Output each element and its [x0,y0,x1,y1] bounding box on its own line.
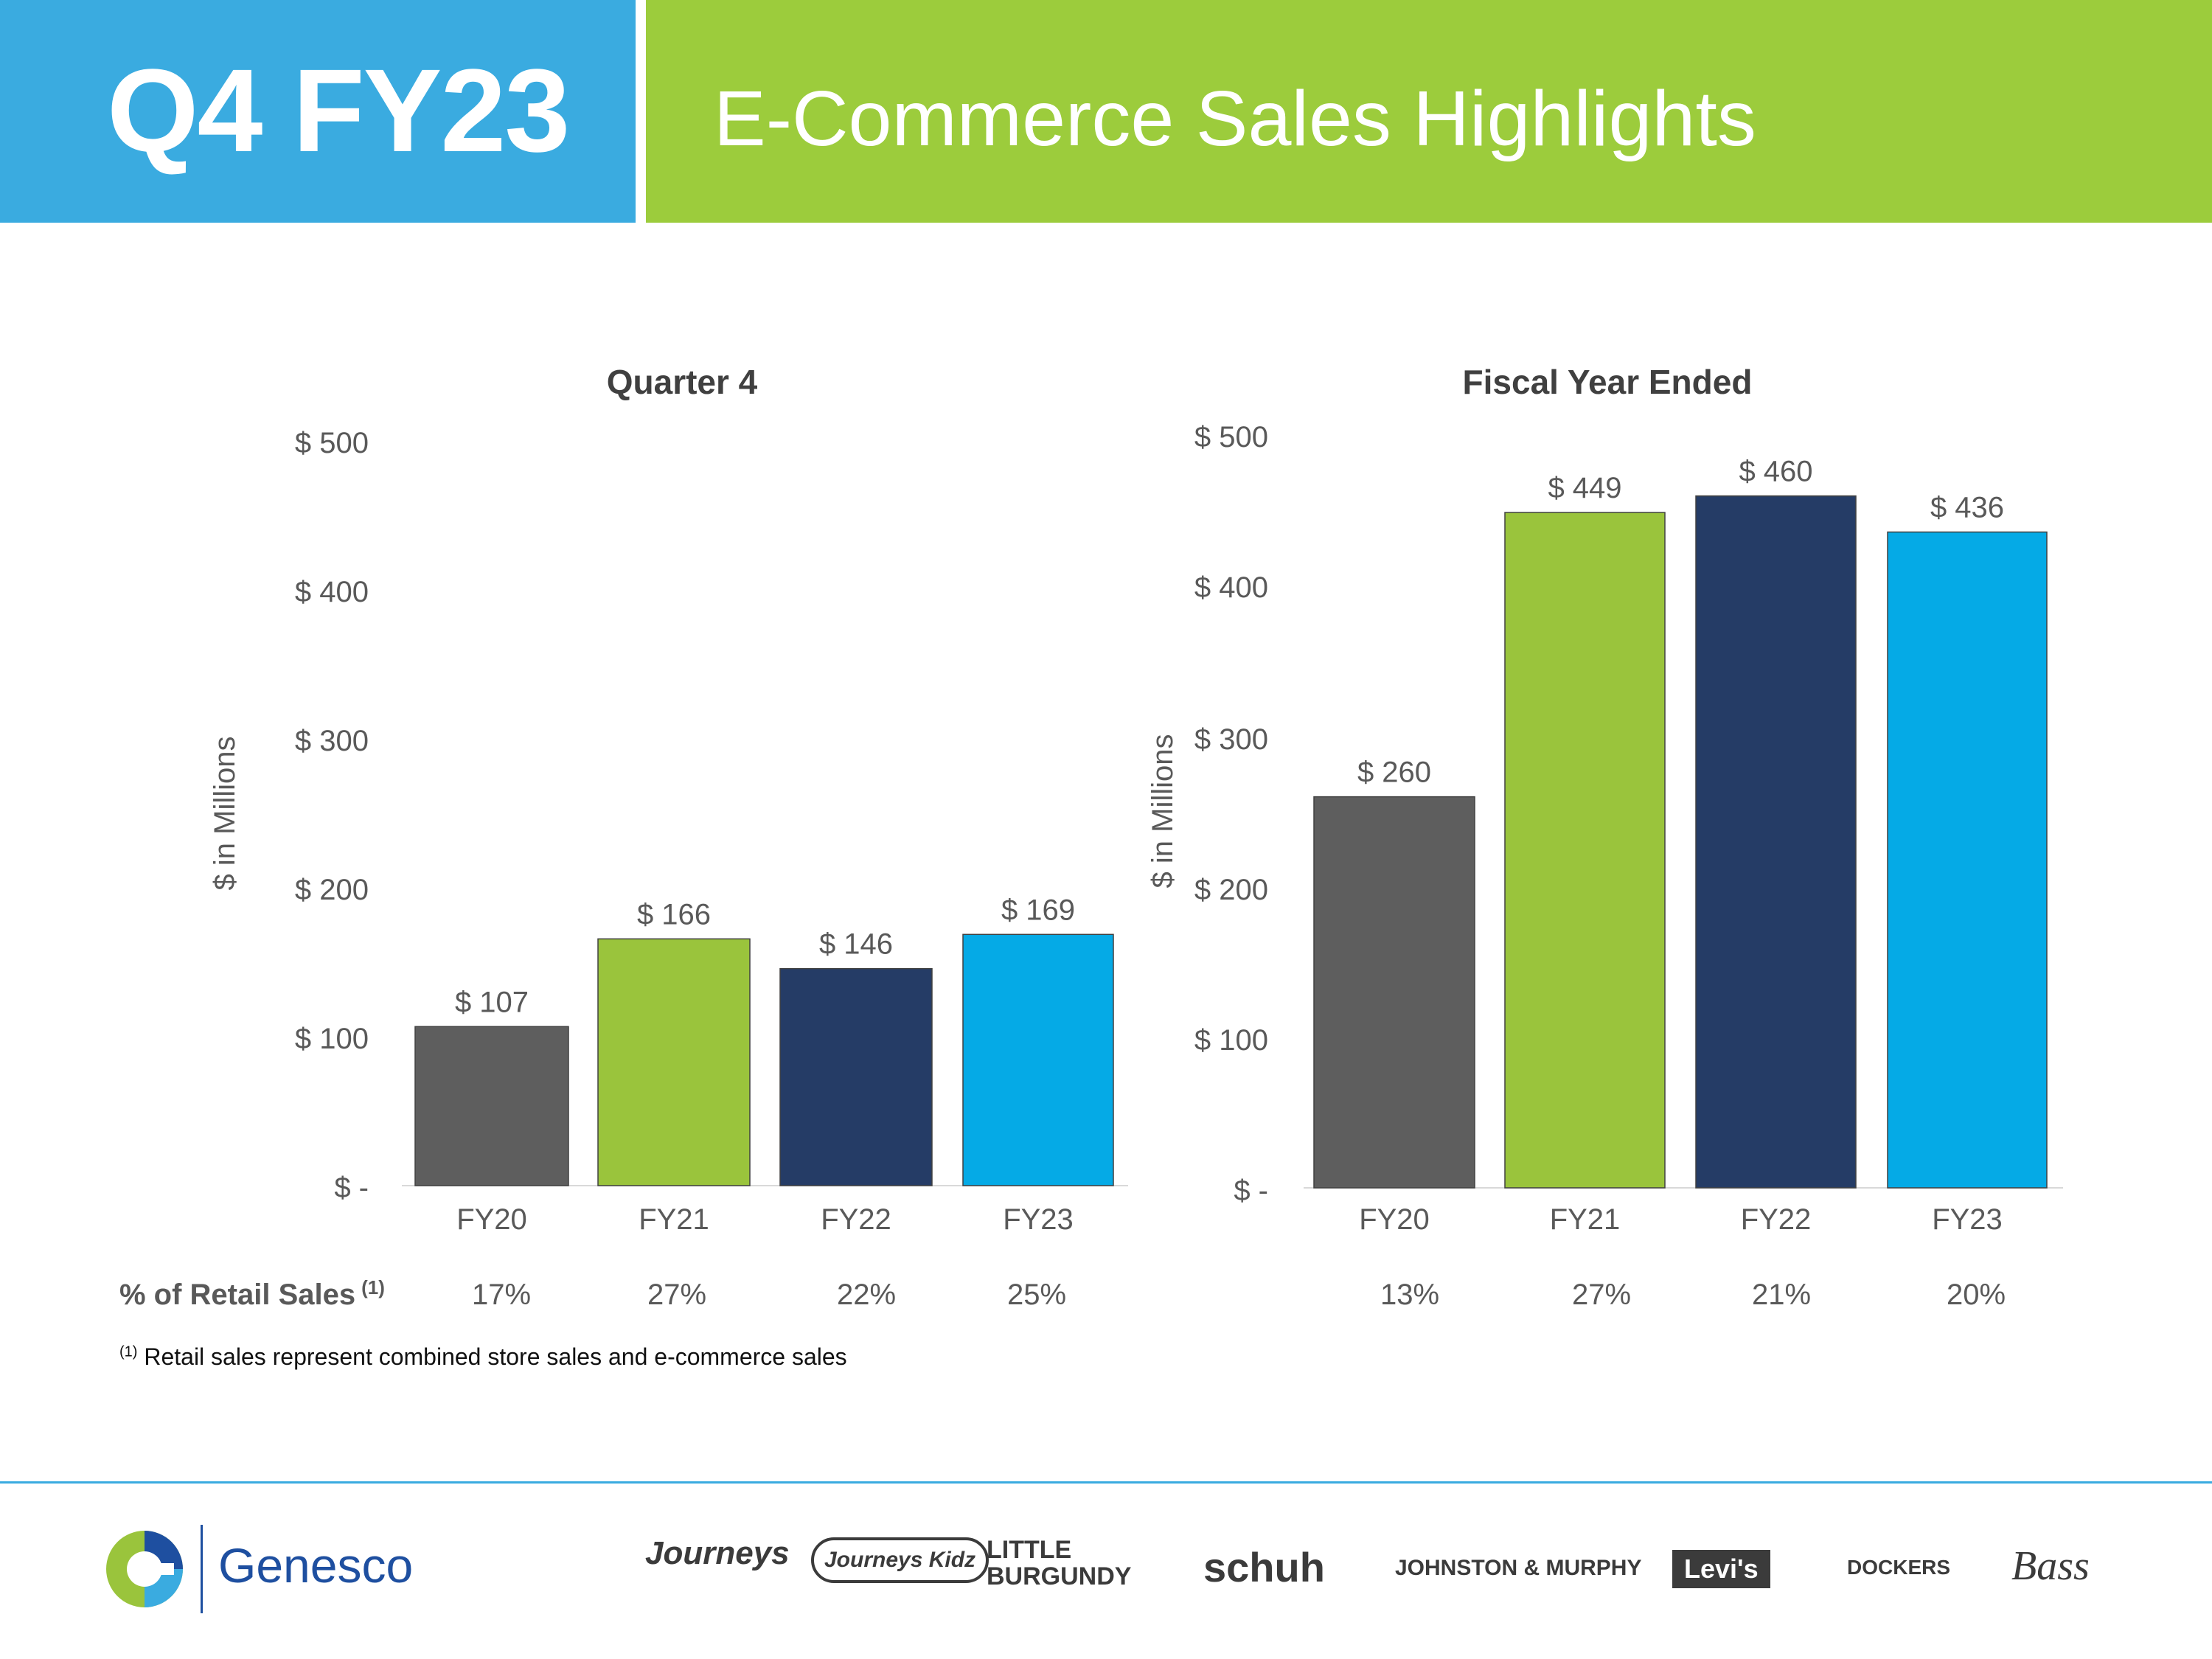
data-label: $ 260 [1357,757,1431,789]
x-tick-label: FY22 [1741,1203,1812,1236]
pct-retail-value: 22% [837,1279,896,1311]
y-axis-label: $ in Millions [1147,734,1179,888]
brand-bass: Bass [2011,1543,2090,1589]
data-label: $ 166 [637,898,711,931]
x-tick-label: FY23 [1932,1203,2003,1236]
y-tick-label: $ 500 [295,427,369,459]
header-badge-panel: Q4 FY23 [0,0,636,223]
footnote-marker: (1) [119,1343,138,1360]
brand-journeys: Journeys [645,1535,790,1571]
pct-retail-value: 13% [1380,1279,1439,1311]
bar-fy21 [597,938,751,1186]
y-tick-label: $ 200 [1194,874,1268,906]
quarter-4-chart: Quarter 4 $ in Millions $ - $ 100 $ 200 $ 300… [209,363,1128,1236]
y-axis-label: $ in Millions [209,737,241,891]
brand-schuh: schuh [1203,1544,1325,1590]
footer-divider [0,1481,2212,1484]
brand-johnston-murphy: JOHNSTON & MURPHY [1395,1556,1642,1580]
data-label: $ 169 [1001,894,1075,926]
x-tick-label: FY20 [456,1203,527,1236]
y-tick-label: $ 300 [1194,723,1268,756]
y-tick-label: $ 200 [295,874,369,906]
bar-fy23 [962,933,1114,1186]
pct-row-sup: (1) [361,1276,385,1298]
fiscal-year-chart: Fiscal Year Ended $ in Millions $ - $ 100 $ … [1147,363,2063,1236]
x-tick-label: FY21 [639,1203,709,1236]
data-label: $ 146 [819,928,893,961]
y-tick-label: $ - [1234,1175,1268,1207]
logo-divider [201,1525,203,1613]
data-label: $ 436 [1930,492,2004,524]
data-label: $ 460 [1739,456,1812,488]
y-tick-label: $ 100 [295,1023,369,1055]
footnote: (1) Retail sales represent combined stor… [119,1343,847,1371]
x-tick-label: FY21 [1550,1203,1621,1236]
pct-retail-value: 17% [472,1279,531,1311]
data-label: $ 107 [455,986,529,1018]
y-tick-label: $ 400 [295,576,369,608]
chart-title: Quarter 4 [607,363,758,401]
bar-fy22 [779,967,933,1186]
x-tick-label: FY22 [821,1203,891,1236]
bar-fy21 [1504,512,1666,1189]
page-title: E-Commerce Sales Highlights [714,75,1756,162]
header-title-panel: E-Commerce Sales Highlights [646,0,2212,223]
charts-canvas: Quarter 4 $ in Millions $ - $ 100 $ 200 $ 300… [119,363,2063,1311]
genesco-logo-icon [103,1528,186,1614]
brand-journeys-kidz: Journeys Kidz [811,1537,990,1583]
y-tick-label: $ 300 [295,725,369,757]
pct-retail-sales-row: % of Retail Sales (1) 17% 27% 22% 25% 13% 27% 21… [119,1276,2006,1311]
footnote-text: Retail sales represent combined store sa… [144,1343,847,1370]
y-tick-label: $ 500 [1194,421,1268,453]
bar-fy22 [1695,495,1857,1189]
genesco-logo-text: Genesco [218,1538,414,1593]
y-tick-label: $ 400 [1194,571,1268,604]
pct-retail-value: 20% [1947,1279,2006,1311]
brand-dockers: DOCKERS [1847,1556,1951,1579]
bar-fy23 [1887,531,2048,1189]
pct-retail-value: 21% [1752,1279,1811,1311]
pct-retail-value: 27% [1572,1279,1631,1311]
bar-fy20 [414,1026,569,1186]
data-label: $ 449 [1548,472,1621,504]
header-badge: Q4 FY23 [107,44,570,176]
x-tick-label: FY20 [1359,1203,1430,1236]
brand-levis: Levi's [1672,1550,1770,1588]
chart-title: Fiscal Year Ended [1463,363,1753,401]
x-tick-label: FY23 [1003,1203,1074,1236]
brand-little-burgundy: LITTLE BURGUNDY [987,1536,1132,1590]
y-tick-label: $ - [334,1172,369,1204]
pct-retail-value: 25% [1007,1279,1066,1311]
pct-row-label: % of Retail Sales (1) [119,1276,385,1311]
y-tick-label: $ 100 [1194,1024,1268,1057]
pct-retail-value: 27% [647,1279,706,1311]
bar-fy20 [1313,796,1475,1189]
